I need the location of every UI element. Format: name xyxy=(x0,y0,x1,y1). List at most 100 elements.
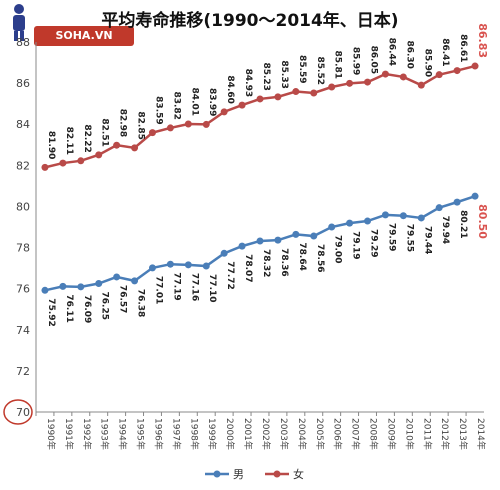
data-label: 77.16 xyxy=(189,273,199,301)
data-label: 79.44 xyxy=(422,226,432,254)
chart-title: 平均寿命推移(1990～2014年、日本) xyxy=(101,11,399,31)
data-point xyxy=(131,277,139,285)
data-point xyxy=(41,286,49,294)
data-point xyxy=(77,157,85,165)
x-tick-label: 1998年 xyxy=(188,418,200,450)
x-tick-label: 2014年 xyxy=(475,418,487,450)
data-point xyxy=(184,261,192,269)
x-tick-label: 1990年 xyxy=(45,418,57,450)
data-label: 78.07 xyxy=(243,254,253,282)
data-point xyxy=(148,129,156,137)
x-tick-label: 2012年 xyxy=(439,418,451,450)
data-point xyxy=(220,249,228,257)
data-label: 82.11 xyxy=(64,127,74,155)
data-label: 85.52 xyxy=(315,57,325,85)
data-point xyxy=(113,141,121,149)
data-point xyxy=(328,223,336,231)
data-point xyxy=(220,108,228,116)
data-point xyxy=(274,93,282,101)
y-tick-label: 80 xyxy=(16,200,30,213)
data-point xyxy=(435,204,443,212)
data-label: 84.93 xyxy=(243,69,253,97)
x-tick-label: 2004年 xyxy=(296,418,308,450)
data-label: 82.85 xyxy=(136,111,146,139)
data-label: 80.21 xyxy=(458,210,468,238)
data-label: 83.99 xyxy=(207,88,217,116)
data-label: 85.99 xyxy=(351,47,361,75)
data-point xyxy=(381,70,389,78)
data-label: 79.59 xyxy=(386,223,396,251)
data-label: 82.22 xyxy=(82,124,92,152)
data-point xyxy=(41,163,49,171)
data-point xyxy=(202,262,210,270)
x-tick-label: 2006年 xyxy=(332,418,344,450)
data-label: 77.19 xyxy=(171,272,181,300)
data-label: 85.90 xyxy=(422,49,432,77)
data-label: 82.98 xyxy=(118,109,128,137)
x-tick-label: 1991年 xyxy=(63,418,75,450)
x-tick-label: 1994年 xyxy=(117,418,129,450)
data-point xyxy=(256,237,264,245)
mascot-icon xyxy=(13,4,25,41)
data-label: 79.19 xyxy=(351,231,361,259)
data-point xyxy=(346,219,354,227)
y-tick-label: 82 xyxy=(16,159,30,172)
data-point xyxy=(184,120,192,128)
data-point xyxy=(95,151,103,159)
data-point xyxy=(328,83,336,91)
data-label: 77.10 xyxy=(207,274,217,302)
data-label: 79.00 xyxy=(333,235,343,263)
data-label: 83.59 xyxy=(153,96,163,124)
data-point xyxy=(453,198,461,206)
data-label: 77.01 xyxy=(153,276,163,304)
data-label: 86.05 xyxy=(369,46,379,74)
data-point xyxy=(166,124,174,132)
data-label: 78.36 xyxy=(279,248,289,276)
data-point xyxy=(399,212,407,220)
legend-swatch-marker xyxy=(213,470,221,478)
data-point xyxy=(59,282,67,290)
data-label: 78.56 xyxy=(315,244,325,272)
x-tick-label: 2009年 xyxy=(385,418,397,450)
data-point xyxy=(166,260,174,268)
y-tick-label: 70 xyxy=(16,406,30,419)
data-point xyxy=(453,67,461,75)
x-tick-label: 1996年 xyxy=(152,418,164,450)
data-point xyxy=(399,73,407,81)
data-label: 81.90 xyxy=(46,131,56,159)
data-label: 86.41 xyxy=(440,38,450,66)
baseline-highlight-circle xyxy=(3,399,33,425)
data-label: 79.94 xyxy=(440,216,450,244)
data-label: 82.51 xyxy=(100,118,110,146)
data-label: 86.83 xyxy=(476,23,489,58)
data-point xyxy=(113,273,121,281)
data-point xyxy=(274,236,282,244)
y-tick-label: 74 xyxy=(16,324,30,337)
data-point xyxy=(310,89,318,97)
y-tick-label: 78 xyxy=(16,242,30,255)
data-label: 76.11 xyxy=(64,294,74,322)
data-point xyxy=(381,211,389,219)
legend-swatch-marker xyxy=(273,470,281,478)
data-label: 76.09 xyxy=(82,295,92,323)
y-tick-label: 86 xyxy=(16,77,30,90)
data-point xyxy=(471,192,479,200)
x-tick-label: 2010年 xyxy=(403,418,415,450)
data-point xyxy=(238,242,246,250)
data-point xyxy=(148,264,156,272)
x-tick-label: 1999年 xyxy=(206,418,218,450)
data-label: 75.92 xyxy=(46,298,56,326)
data-point xyxy=(364,78,372,86)
data-label: 85.81 xyxy=(333,51,343,79)
data-label: 86.61 xyxy=(458,34,468,62)
x-tick-label: 2003年 xyxy=(278,418,290,450)
x-tick-label: 2011年 xyxy=(421,418,433,450)
data-point xyxy=(131,144,139,152)
x-tick-label: 2000年 xyxy=(224,418,236,450)
data-label: 85.23 xyxy=(261,62,271,90)
data-label: 79.55 xyxy=(404,224,414,252)
data-point xyxy=(417,214,425,222)
data-label: 79.29 xyxy=(369,229,379,257)
x-tick-label: 2002年 xyxy=(260,418,272,450)
